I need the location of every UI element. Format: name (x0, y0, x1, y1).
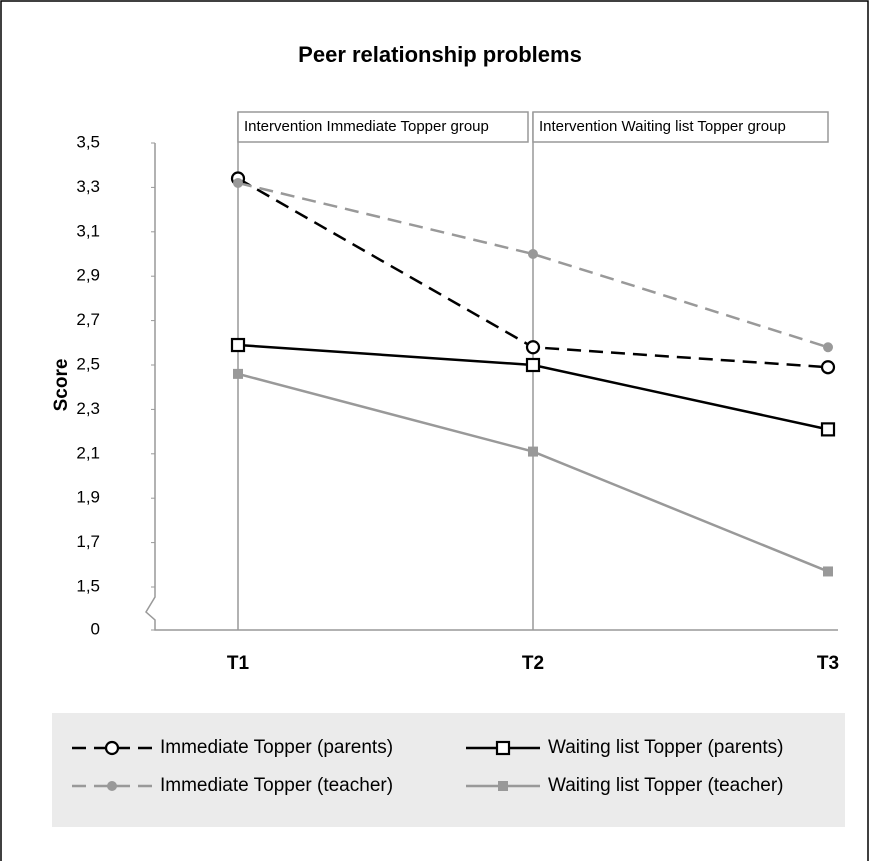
chart-title: Peer relationship problems (298, 42, 582, 67)
point (820, 360, 836, 375)
x-tick-label: T3 (817, 653, 839, 674)
point (820, 422, 836, 437)
point (823, 566, 833, 577)
point (525, 340, 541, 355)
legend-label: Immediate Topper (parents) (160, 737, 393, 758)
phase-box (532, 111, 829, 143)
y-tick-label: 3,1 (76, 221, 100, 240)
annotation: Intervention Waiting list Topper group (539, 118, 786, 135)
y-tick-label: 2,3 (76, 399, 100, 418)
axis-break (145, 143, 838, 631)
legend-label: Waiting list Topper (teacher) (548, 775, 784, 796)
series-line (237, 181, 829, 349)
x-tick-label: T1 (227, 653, 250, 674)
point (233, 368, 243, 379)
point (525, 357, 541, 373)
point (230, 337, 246, 353)
legend-marker (498, 781, 508, 791)
y-tick-label: 1,7 (76, 532, 100, 551)
phase-box (237, 111, 529, 143)
y-tick-label: 1,9 (76, 488, 100, 507)
y-tick-label: 0 (91, 619, 100, 638)
legend-label: Immediate Topper (teacher) (160, 775, 393, 796)
legend-box (52, 713, 845, 827)
legend-marker (495, 740, 511, 756)
point (528, 249, 538, 259)
y-tick-label: 3,3 (76, 177, 100, 196)
legend-marker (107, 781, 117, 791)
legend-marker (104, 740, 120, 756)
annotation: Intervention Immediate Topper group (244, 118, 489, 135)
y-tick-label: 1,5 (76, 576, 100, 595)
x-tick-label: T2 (522, 653, 544, 674)
legend-label: Waiting list Topper (parents) (548, 737, 784, 758)
point (823, 342, 833, 353)
y-tick-label: 2,7 (76, 310, 100, 329)
point (528, 446, 538, 457)
y-tick-label: 2,9 (76, 266, 100, 285)
y-tick-label: 2,5 (76, 354, 100, 373)
point (233, 177, 243, 188)
y-axis-label: Score (51, 359, 72, 412)
y-tick-label: 2,1 (76, 443, 100, 462)
y-tick-label: 3,5 (76, 132, 100, 151)
